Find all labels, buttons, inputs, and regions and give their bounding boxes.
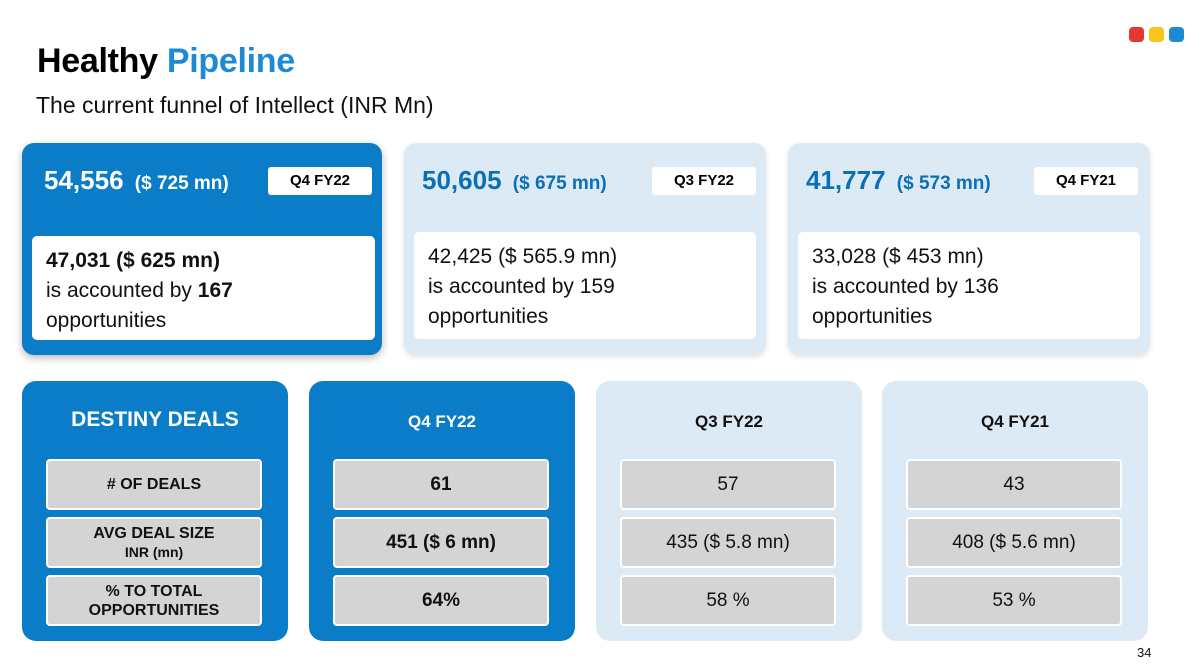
funnel-headline: 41,777 ($ 573 mn) xyxy=(806,165,991,196)
period-panel-q3-fy22: Q3 FY22 57 435 ($ 5.8 mn) 58 % xyxy=(596,381,862,641)
funnel-card-q3-fy22: 50,605 ($ 675 mn) Q3 FY22 42,425 ($ 565.… xyxy=(404,143,766,355)
page-number: 34 xyxy=(1137,645,1152,660)
value-deal-count: 43 xyxy=(906,459,1122,510)
company-logo xyxy=(1129,27,1184,42)
funnel-amount: 41,777 xyxy=(806,165,886,195)
page-title-accent: Pipeline xyxy=(166,42,295,80)
funnel-detail-amount: 33,028 ($ 453 mn) xyxy=(812,245,984,268)
funnel-detail-count: 159 xyxy=(579,275,615,298)
metric-label-line1: AVG DEAL SIZE xyxy=(93,524,215,542)
funnel-headline: 50,605 ($ 675 mn) xyxy=(422,165,607,196)
value-avg-deal-size: 408 ($ 5.6 mn) xyxy=(906,517,1122,568)
metric-label-line1: # OF DEALS xyxy=(106,476,202,493)
value-deal-count: 57 xyxy=(620,459,836,510)
destiny-deals-panel: DESTINY DEALS # OF DEALS AVG DEAL SIZE I… xyxy=(22,381,288,641)
period-title: Q3 FY22 xyxy=(694,412,764,431)
value-percent-total: 58 % xyxy=(620,575,836,626)
funnel-usd: ($ 573 mn) xyxy=(896,173,991,194)
funnel-usd: ($ 725 mn) xyxy=(134,173,229,194)
metric-label-line1: % TO TOTAL xyxy=(105,582,203,600)
funnel-detail: 42,425 ($ 565.9 mn) is accounted by 159 … xyxy=(414,232,756,339)
quarter-tag: Q3 FY22 xyxy=(652,167,756,195)
funnel-amount: 50,605 xyxy=(422,165,502,195)
funnel-detail: 33,028 ($ 453 mn) is accounted by 136 op… xyxy=(798,232,1140,339)
funnel-detail-amount: 42,425 ($ 565.9 mn) xyxy=(428,245,618,268)
metric-label-line2: INR (mn) xyxy=(124,543,184,560)
value-deal-count: 61 xyxy=(333,459,549,510)
logo-dot-blue xyxy=(1169,27,1184,42)
period-panel-q4-fy21: Q4 FY21 43 408 ($ 5.6 mn) 53 % xyxy=(882,381,1148,641)
metric-label-line2: OPPORTUNITIES xyxy=(88,601,220,619)
funnel-detail: 47,031 ($ 625 mn) is accounted by 167 op… xyxy=(32,236,375,340)
funnel-detail-prefix: is accounted by xyxy=(812,275,958,298)
period-panel-q4-fy22: Q4 FY22 61 451 ($ 6 mn) 64% xyxy=(309,381,575,641)
quarter-tag: Q4 FY21 xyxy=(1034,167,1138,195)
funnel-detail-suffix: opportunities xyxy=(428,305,549,328)
value-percent-total: 53 % xyxy=(906,575,1122,626)
page-title-main: Healthy xyxy=(37,42,158,80)
funnel-card-q4-fy22: 54,556 ($ 725 mn) Q4 FY22 47,031 ($ 625 … xyxy=(22,143,382,355)
metric-label-percent-total: % TO TOTAL OPPORTUNITIES xyxy=(46,575,262,626)
destiny-deals-title: DESTINY DEALS xyxy=(71,408,239,431)
value-avg-deal-size: 435 ($ 5.8 mn) xyxy=(620,517,836,568)
logo-dot-yellow xyxy=(1149,27,1164,42)
period-title: Q4 FY22 xyxy=(407,412,477,431)
funnel-detail-count-line: is accounted by 136 xyxy=(812,272,1126,302)
metric-label-avg-deal-size: AVG DEAL SIZE INR (mn) xyxy=(46,517,262,568)
value-percent-total: 64% xyxy=(333,575,549,626)
funnel-card-q4-fy21: 41,777 ($ 573 mn) Q4 FY21 33,028 ($ 453 … xyxy=(788,143,1150,355)
funnel-detail-count: 167 xyxy=(197,279,233,302)
logo-dot-red xyxy=(1129,27,1144,42)
funnel-detail-prefix: is accounted by xyxy=(428,275,574,298)
page-subtitle: The current funnel of Intellect (INR Mn) xyxy=(36,92,434,118)
funnel-headline: 54,556 ($ 725 mn) xyxy=(44,165,229,196)
funnel-usd: ($ 675 mn) xyxy=(512,173,607,194)
funnel-detail-count: 136 xyxy=(963,275,999,298)
funnel-detail-suffix: opportunities xyxy=(46,309,167,332)
metric-label-deal-count: # OF DEALS xyxy=(46,459,262,510)
quarter-tag: Q4 FY22 xyxy=(268,167,372,195)
period-title: Q4 FY21 xyxy=(980,412,1050,431)
value-avg-deal-size: 451 ($ 6 mn) xyxy=(333,517,549,568)
funnel-detail-amount: 47,031 ($ 625 mn) xyxy=(46,249,220,272)
funnel-detail-prefix: is accounted by xyxy=(46,279,192,302)
funnel-detail-count-line: is accounted by 167 xyxy=(46,276,361,306)
page-title: Healthy Pipeline xyxy=(37,42,295,81)
funnel-amount: 54,556 xyxy=(44,165,124,195)
funnel-detail-suffix: opportunities xyxy=(812,305,933,328)
funnel-detail-count-line: is accounted by 159 xyxy=(428,272,742,302)
